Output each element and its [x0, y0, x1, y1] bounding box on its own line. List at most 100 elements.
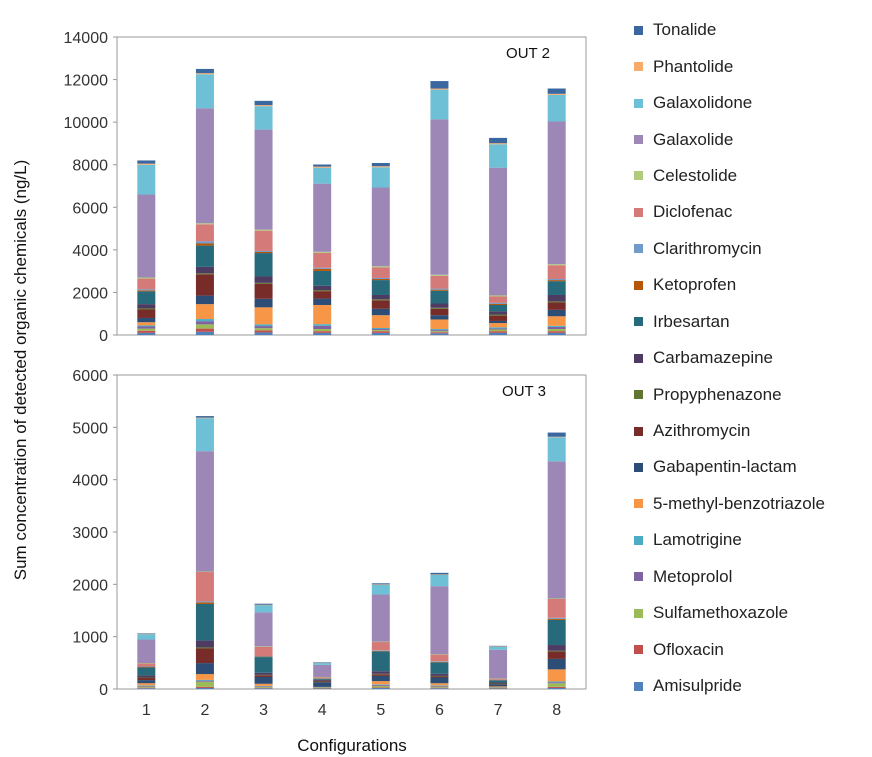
- bar-segment: [137, 330, 156, 333]
- bar-segment: [371, 279, 390, 281]
- bar-segment: [430, 574, 449, 575]
- bar-segment: [195, 674, 214, 680]
- bar-segment: [489, 144, 508, 168]
- bar-segment: [137, 666, 156, 668]
- bar-segment: [547, 650, 566, 652]
- y-tick-label: 4000: [72, 473, 108, 490]
- y-tick-label: 2000: [72, 285, 108, 302]
- y-tick-label: 0: [99, 328, 108, 345]
- bar-segment: [547, 264, 566, 266]
- bar-segment: [489, 328, 508, 330]
- x-tick-label: 3: [259, 702, 268, 719]
- bar-segment: [430, 303, 449, 308]
- bar-segment: [371, 687, 390, 688]
- y-tick-label: 3000: [72, 525, 108, 542]
- bar-segment: [430, 332, 449, 334]
- bar-segment: [195, 603, 214, 641]
- bar-segment: [254, 282, 273, 284]
- bar-segment: [547, 93, 566, 95]
- bar-segment: [430, 677, 449, 684]
- bar-segment: [547, 686, 566, 688]
- legend-item: Metoprolol: [634, 559, 870, 595]
- bar-segment: [137, 634, 156, 640]
- bar-segment: [313, 332, 332, 335]
- bar-segment: [137, 688, 156, 689]
- bar-segment: [313, 687, 332, 688]
- bar-segment: [137, 309, 156, 318]
- bar-segment: [137, 328, 156, 331]
- bar-segment: [430, 685, 449, 687]
- bar-segment: [547, 658, 566, 670]
- bar-segment: [547, 331, 566, 333]
- bar-segment: [430, 574, 449, 587]
- bar-segment: [371, 308, 390, 316]
- bar-segment: [137, 289, 156, 291]
- x-tick-label: 1: [142, 702, 151, 719]
- bar-segment: [195, 328, 214, 332]
- bar-segment: [371, 583, 390, 585]
- bar-segment: [137, 277, 156, 279]
- bar-segment: [371, 299, 390, 301]
- bar-segment: [313, 662, 332, 663]
- legend-swatch: [634, 25, 643, 35]
- y-tick-label: 12000: [64, 73, 109, 90]
- legend-swatch: [634, 608, 643, 618]
- bar-segment: [489, 679, 508, 681]
- bar-segment: [254, 676, 273, 684]
- bar-segment: [430, 683, 449, 686]
- bar-segment: [195, 223, 214, 225]
- bar-segment: [254, 656, 273, 657]
- bar-segment: [137, 686, 156, 688]
- bar-segment: [489, 687, 508, 688]
- bar-segment: [547, 651, 566, 659]
- bar-segment: [254, 674, 273, 676]
- bar-segment: [430, 687, 449, 689]
- legend-label: Metoprolol: [653, 566, 733, 586]
- bar-segment: [254, 250, 273, 252]
- legend-item: Phantolide: [634, 48, 870, 84]
- legend-label: Ketoprofen: [653, 275, 737, 295]
- legend-label: 5-methyl-benzotriazole: [653, 493, 825, 513]
- bar-segment: [195, 74, 214, 109]
- bar-segment: [489, 678, 508, 680]
- bar-segment: [137, 683, 156, 686]
- bar-segment: [137, 160, 156, 164]
- bar-segment: [371, 332, 390, 335]
- legend-item: Propyphenazone: [634, 376, 870, 412]
- bar-segment: [313, 267, 332, 269]
- x-tick-label: 7: [494, 702, 503, 719]
- bar-segment: [547, 436, 566, 438]
- bar-segment: [371, 280, 390, 295]
- legend-label: Propyphenazone: [653, 384, 782, 404]
- bar-segment: [137, 322, 156, 326]
- bar-segment: [313, 688, 332, 689]
- y-tick-label: 1000: [72, 630, 108, 647]
- bar-segment: [254, 686, 273, 687]
- x-tick-label: 4: [318, 702, 327, 719]
- bar-segment: [313, 290, 332, 292]
- bar-segment: [430, 676, 449, 678]
- bar-segment: [547, 316, 566, 326]
- panel-2: 0 1000 2000 3000 4000 5000 6000 OUT 3 1 2 3 4 5 6 7 8: [72, 368, 587, 719]
- legend-swatch: [634, 244, 643, 254]
- legend-label: Galaxolidone: [653, 93, 753, 113]
- x-tick-label: 5: [376, 702, 385, 719]
- y-tick-label: 4000: [72, 243, 108, 260]
- bar-segment: [195, 418, 214, 452]
- legend-label: Celestolide: [653, 165, 738, 185]
- legend-item: Galaxolide: [634, 121, 870, 157]
- legend-swatch: [634, 280, 643, 290]
- bar-segment: [489, 687, 508, 689]
- bar-segment: [313, 688, 332, 689]
- bar-segment: [489, 646, 508, 647]
- bar-segment: [313, 325, 332, 330]
- bar-segment: [254, 298, 273, 308]
- bar-segment: [547, 301, 566, 303]
- bar-segment: [489, 683, 508, 685]
- bar-segment: [254, 687, 273, 689]
- legend-label: Phantolide: [653, 56, 734, 76]
- bar-segment: [547, 461, 566, 599]
- bar-segment: [254, 106, 273, 130]
- bar-segment: [254, 688, 273, 689]
- bar-segment: [430, 673, 449, 676]
